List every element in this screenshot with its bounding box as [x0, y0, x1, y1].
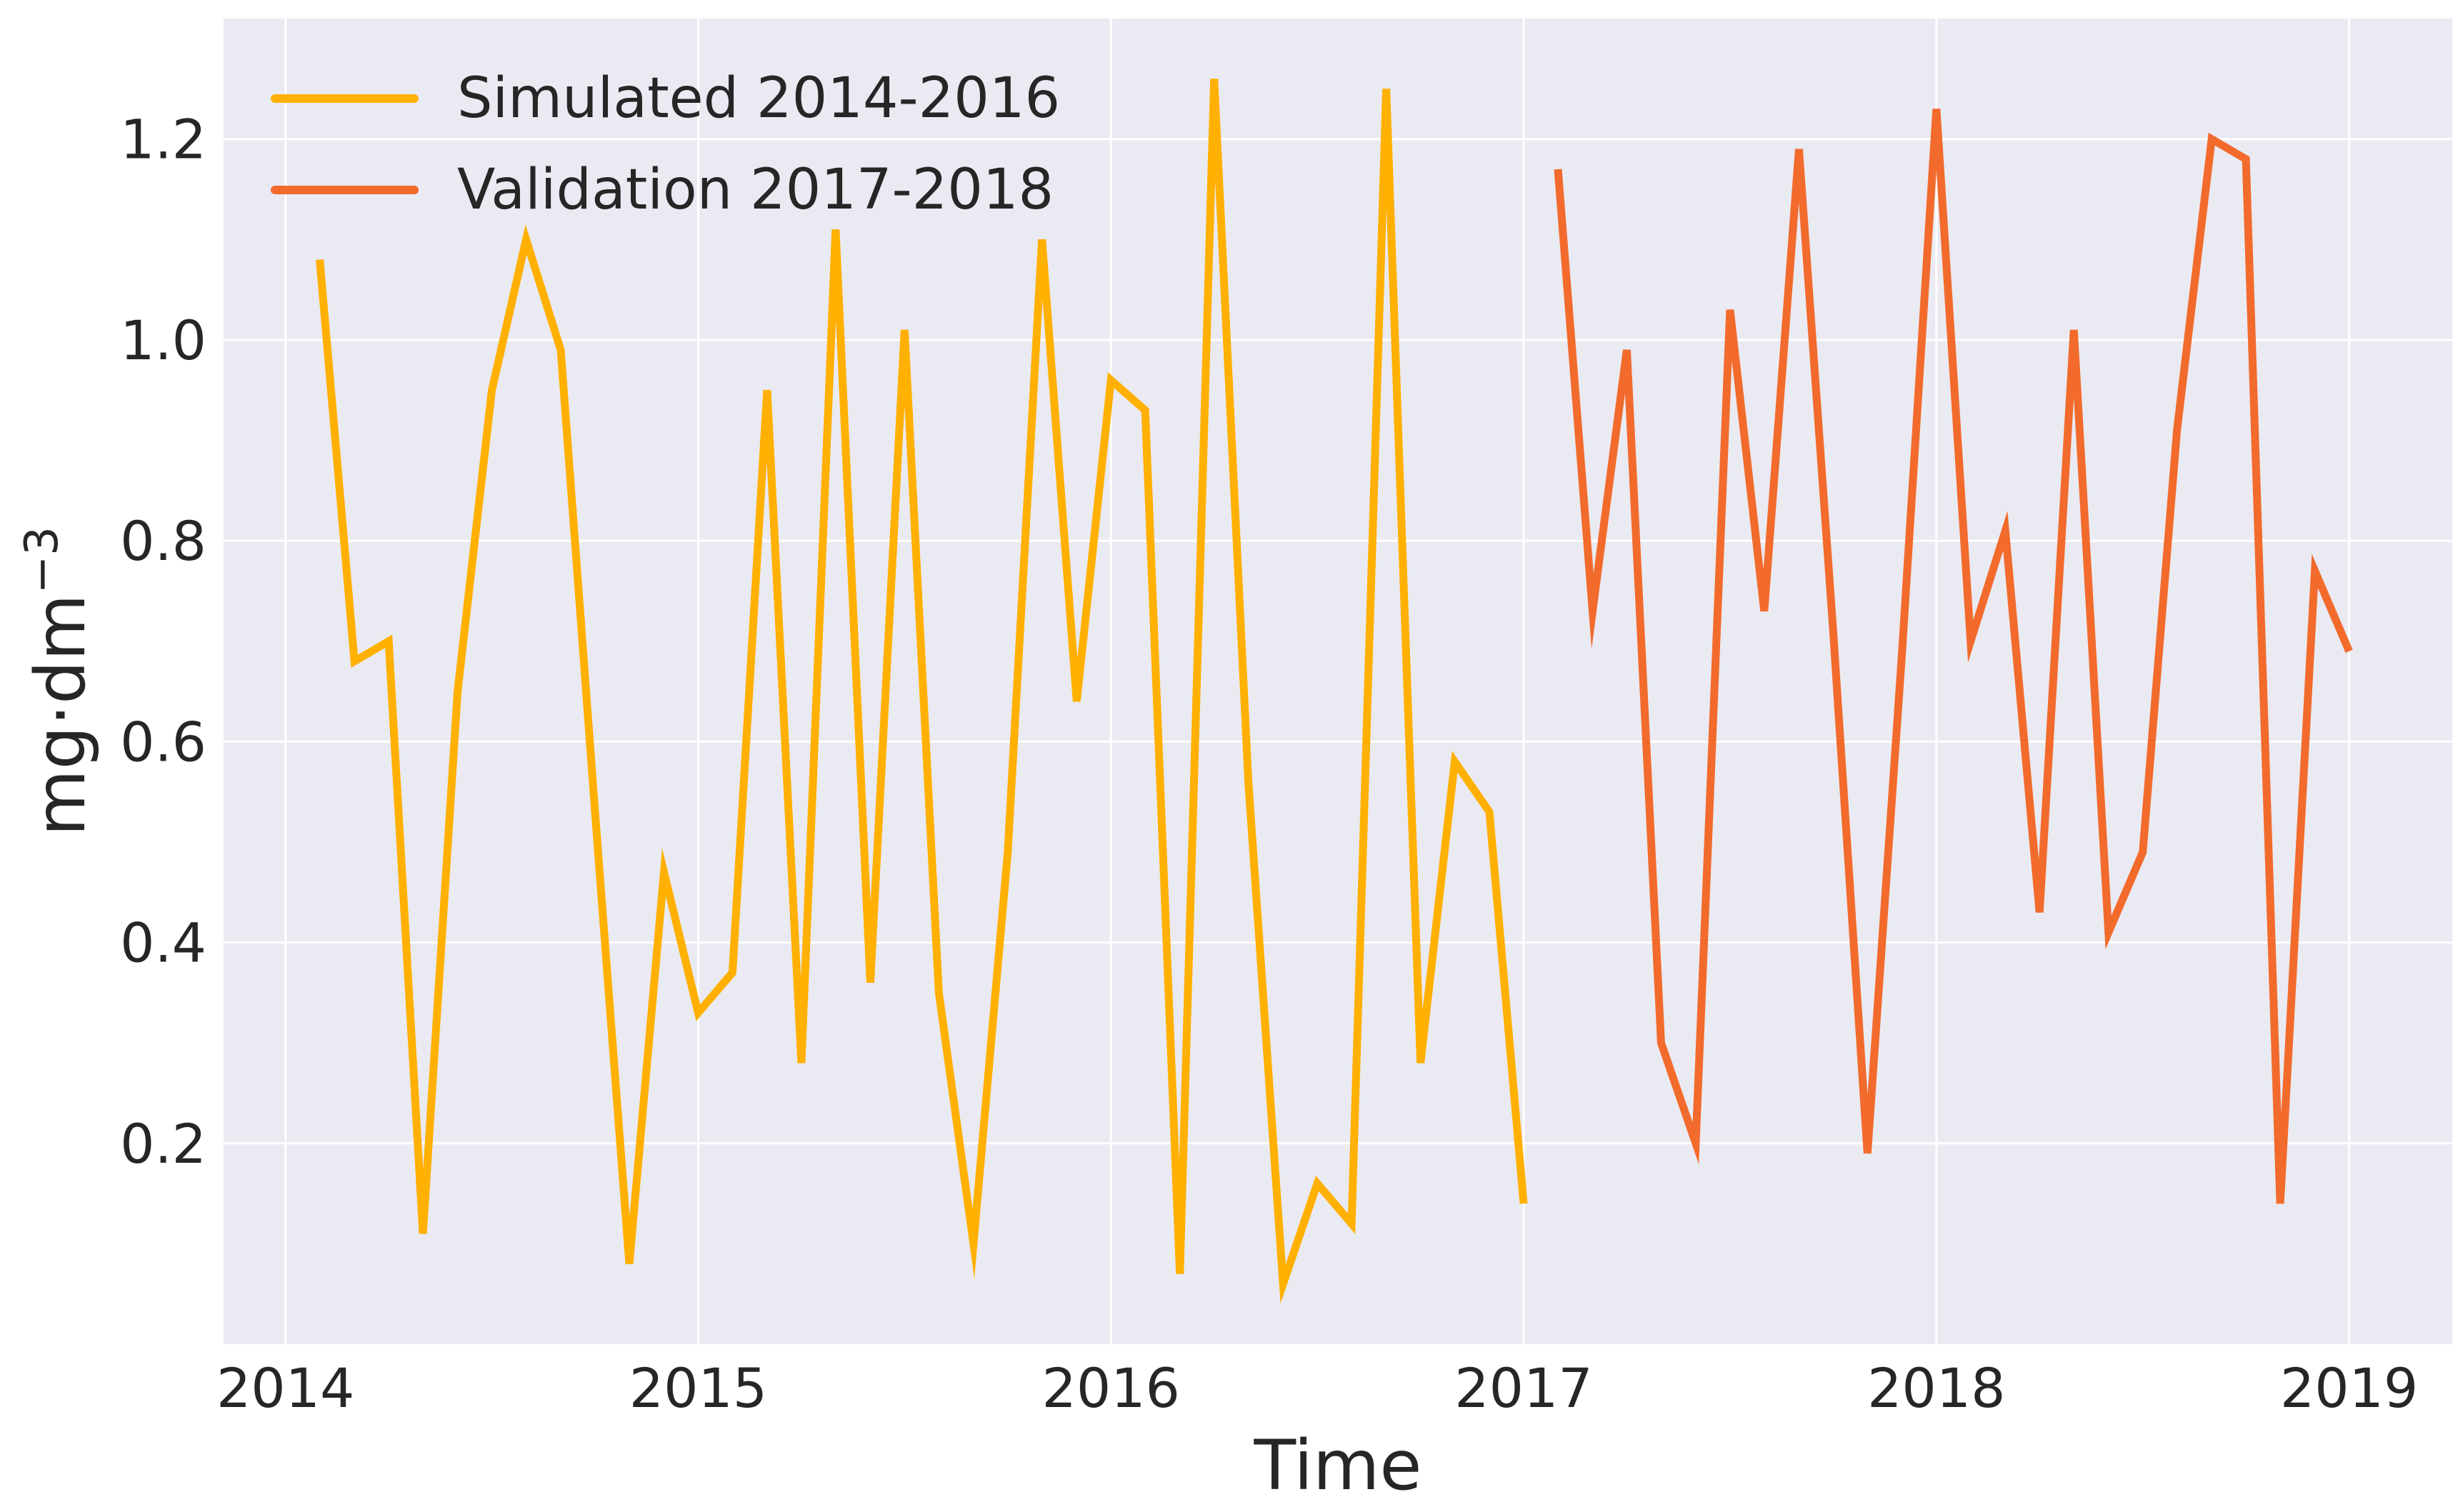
y-axis-label: mg·dm−3 — [16, 526, 101, 836]
series-line-1 — [1554, 109, 2353, 1204]
x-axis-ticks: 2014 2015 2016 2017 2018 2019 — [216, 1356, 2418, 1420]
legend-label-simulated: Simulated 2014-2016 — [457, 66, 1060, 131]
x-tick-label: 2015 — [629, 1356, 767, 1420]
y-tick-label: 0.8 — [120, 509, 206, 573]
x-tick-label: 2017 — [1454, 1356, 1592, 1420]
x-axis-label: Time — [1254, 1426, 1422, 1506]
series-lines — [316, 79, 2353, 1304]
y-tick-label: 0.6 — [120, 710, 206, 773]
legend-label-validation: Validation 2017-2018 — [457, 158, 1054, 222]
y-tick-label: 1.2 — [120, 108, 206, 171]
x-tick-label: 2016 — [1042, 1356, 1180, 1420]
legend: Simulated 2014-2016 Validation 2017-2018 — [271, 66, 1060, 222]
y-tick-label: 0.4 — [120, 911, 206, 975]
y-tick-label: 0.2 — [120, 1112, 206, 1176]
y-axis-ticks: 0.2 0.4 0.6 0.8 1.0 1.2 — [120, 108, 206, 1176]
y-axis-label-unit: mg·dm — [21, 594, 101, 836]
plot-background — [224, 19, 2452, 1344]
grid-lines — [224, 19, 2452, 1344]
y-tick-label: 1.0 — [120, 309, 206, 372]
x-tick-label: 2014 — [216, 1356, 354, 1420]
x-tick-label: 2018 — [1867, 1356, 2005, 1420]
y-axis-label-exponent: −3 — [16, 526, 69, 594]
x-tick-label: 2019 — [2280, 1356, 2418, 1420]
series-line-0 — [316, 79, 1528, 1304]
